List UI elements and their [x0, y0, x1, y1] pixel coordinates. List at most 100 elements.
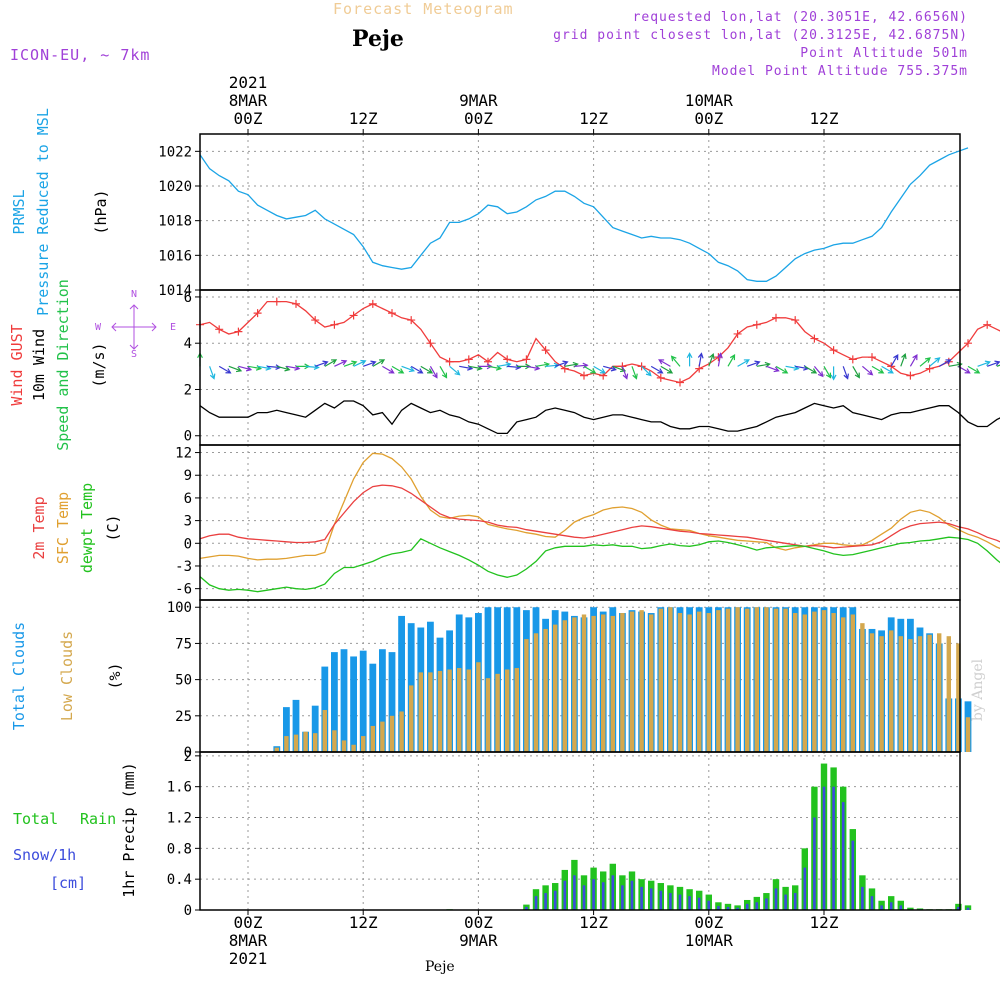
- panel-border: [199, 133, 961, 291]
- point-altitude: Point Altitude 501m: [800, 46, 968, 61]
- wind-arrow: [238, 365, 253, 372]
- snow-bar: [553, 890, 557, 910]
- gust-label: Wind GUST: [8, 324, 26, 405]
- low-cloud-bar: [745, 608, 750, 752]
- wind-arrow: [660, 365, 674, 374]
- y-tick-label: 1018: [158, 214, 192, 230]
- low-cloud-bar: [754, 607, 759, 752]
- total-cloud-bar: [311, 705, 319, 752]
- gust-marker: [637, 362, 646, 371]
- total-cloud-bar: [359, 650, 367, 752]
- snow-bar: [707, 900, 711, 910]
- wind-arrow: [554, 360, 569, 367]
- low-cloud-bar: [687, 614, 692, 752]
- y-tick-label: 1.6: [167, 780, 192, 796]
- wind-arrow: [977, 360, 991, 367]
- compass-west: W: [95, 322, 102, 333]
- wind-arrow: [593, 365, 606, 374]
- pressure-line: [199, 147, 969, 282]
- wind-arrow: [697, 352, 704, 367]
- wind-arrow: [900, 352, 907, 367]
- wind-arrow: [603, 365, 617, 372]
- total-cloud-bar: [350, 656, 357, 752]
- low-cloud-bar: [505, 669, 510, 752]
- sfc-temp-line: [199, 452, 1000, 561]
- snow-bar: [544, 893, 547, 910]
- wind-arrow: [343, 360, 358, 367]
- low-cloud-bar: [428, 672, 433, 752]
- wind-arrow: [334, 359, 348, 367]
- snow-bar: [736, 907, 739, 910]
- y-tick-label: 6: [184, 290, 192, 306]
- pressure-label-long: Pressure Reduced to MSL: [34, 108, 52, 316]
- snow-bar: [630, 880, 634, 910]
- y-tick-label: 3: [184, 514, 192, 530]
- y-tick-label: 6: [184, 491, 192, 507]
- snow-bar: [784, 894, 787, 910]
- wind-arrow: [823, 366, 832, 379]
- gust-marker: [618, 362, 627, 371]
- y-tick-label: 1020: [158, 179, 192, 195]
- gust-marker: [311, 316, 320, 325]
- chart-title: Forecast Meteogram: [333, 0, 514, 18]
- wind-arrow: [871, 365, 885, 374]
- wind-arrow: [631, 366, 638, 380]
- y-tick-label: 100: [167, 600, 192, 616]
- wind-arrow: [382, 365, 395, 374]
- wind-arrow: [919, 357, 931, 367]
- gust-marker: [426, 339, 435, 348]
- direction-label: Speed and Direction: [54, 279, 72, 451]
- snow-bar: [832, 786, 835, 910]
- grid-point-coords: grid point closest lon,lat (20.3125E, 42…: [553, 28, 968, 43]
- low-cloud-bar: [773, 608, 779, 752]
- time-label-bottom: 12Z: [579, 913, 608, 932]
- time-label-bottom: 12Z: [349, 913, 378, 932]
- gust-marker: [292, 299, 300, 308]
- low-cloud-bar: [620, 613, 625, 752]
- time-label-top: 12Z: [810, 109, 839, 128]
- wind-arrow: [641, 365, 652, 377]
- y-tick-label: 9: [184, 468, 192, 484]
- wind-arrow: [967, 365, 981, 374]
- low-cloud-bar: [735, 607, 740, 752]
- y-tick-label: 0.4: [167, 872, 192, 888]
- snow-bar: [726, 906, 730, 910]
- wind-arrow: [766, 365, 780, 373]
- gust-marker: [215, 325, 224, 334]
- snow-bar: [841, 802, 845, 910]
- wind-unit: (m/s): [90, 342, 108, 387]
- y-tick-label: 2: [184, 749, 192, 765]
- model-label: ICON-EU, ~ 7km: [10, 46, 151, 64]
- snow-bar: [592, 879, 595, 910]
- wind-arrow: [717, 352, 723, 367]
- low-cloud-bar: [908, 639, 913, 752]
- gust-marker: [580, 371, 588, 380]
- time-label-bottom: 2021: [229, 949, 268, 968]
- snow-bar: [688, 896, 691, 910]
- low-cloud-bar: [370, 725, 375, 752]
- low-cloud-bar: [764, 607, 769, 752]
- low-cloud-bar: [495, 673, 500, 752]
- low-cloud-bar: [658, 608, 663, 752]
- gust-marker: [503, 355, 512, 364]
- time-label-bottom: 00Z: [234, 913, 263, 932]
- time-label-bottom: 10MAR: [685, 931, 734, 950]
- low-cloud-bar: [409, 685, 414, 752]
- gust-marker: [906, 371, 915, 380]
- wind-arrow: [429, 366, 438, 379]
- snow-bar: [957, 906, 960, 910]
- wind-arrow: [583, 365, 597, 374]
- wind-arrow: [507, 364, 522, 371]
- wind-arrow: [410, 365, 424, 374]
- y-tick-label: 0: [184, 429, 192, 445]
- y-tick-label: -3: [175, 559, 192, 575]
- time-label-bottom: 8MAR: [229, 931, 268, 950]
- credit-watermark: by Angel: [970, 658, 986, 721]
- panel-border: [199, 444, 961, 601]
- precip-unit: 1hr Precip (mm): [120, 762, 138, 897]
- gust-marker: [829, 346, 838, 355]
- low-cloud-bar: [601, 614, 606, 752]
- rain-bar: [907, 907, 914, 910]
- low-cloud-bar: [956, 643, 961, 752]
